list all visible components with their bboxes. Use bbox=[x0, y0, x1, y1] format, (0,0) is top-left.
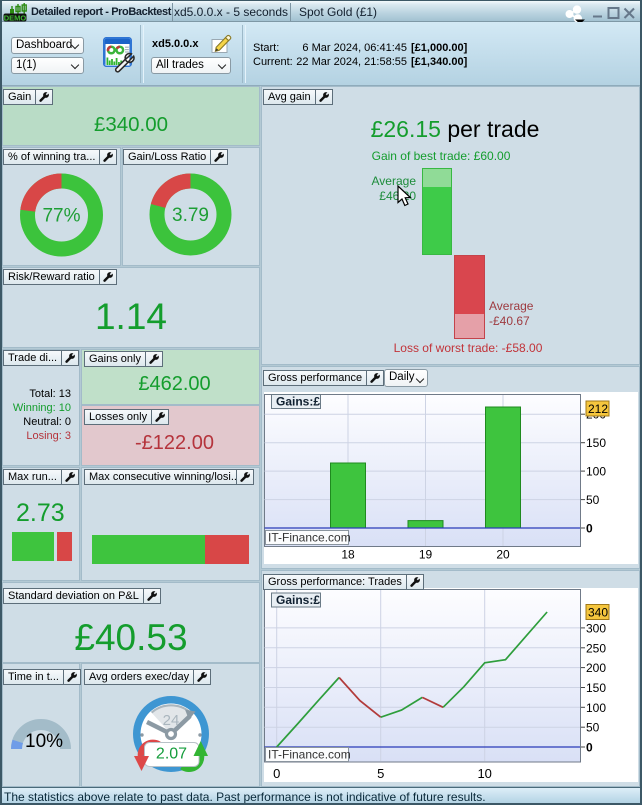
svg-text:10: 10 bbox=[477, 766, 491, 781]
svg-text:0: 0 bbox=[273, 766, 280, 781]
svg-text:19: 19 bbox=[419, 548, 433, 562]
svg-text:200: 200 bbox=[586, 661, 606, 675]
svg-text:3.79: 3.79 bbox=[172, 205, 209, 226]
svg-text:0: 0 bbox=[586, 741, 593, 755]
svg-text:100: 100 bbox=[586, 465, 606, 479]
svg-text:50: 50 bbox=[586, 493, 600, 507]
svg-text:18: 18 bbox=[341, 548, 355, 562]
svg-text:250: 250 bbox=[586, 641, 606, 655]
svg-text:DEMO: DEMO bbox=[4, 13, 27, 22]
svg-text:300: 300 bbox=[586, 621, 606, 635]
svg-text:77%: 77% bbox=[42, 206, 80, 227]
svg-text:100: 100 bbox=[586, 701, 606, 715]
svg-text:212: 212 bbox=[588, 402, 608, 416]
svg-text:IT-Finance.com: IT-Finance.com bbox=[268, 748, 351, 762]
svg-text:2.07: 2.07 bbox=[156, 746, 187, 763]
svg-text:50: 50 bbox=[586, 721, 600, 735]
svg-text:5: 5 bbox=[377, 766, 384, 781]
svg-text:0: 0 bbox=[586, 522, 593, 536]
svg-text:150: 150 bbox=[586, 436, 606, 450]
svg-text:340: 340 bbox=[588, 606, 608, 620]
svg-text:IT-Finance.com: IT-Finance.com bbox=[268, 531, 351, 545]
svg-text:20: 20 bbox=[496, 548, 510, 562]
svg-text:24: 24 bbox=[163, 712, 180, 729]
svg-text:150: 150 bbox=[586, 681, 606, 695]
svg-text:Gains:£: Gains:£ bbox=[276, 593, 320, 607]
svg-text:Gains:£: Gains:£ bbox=[276, 395, 320, 409]
